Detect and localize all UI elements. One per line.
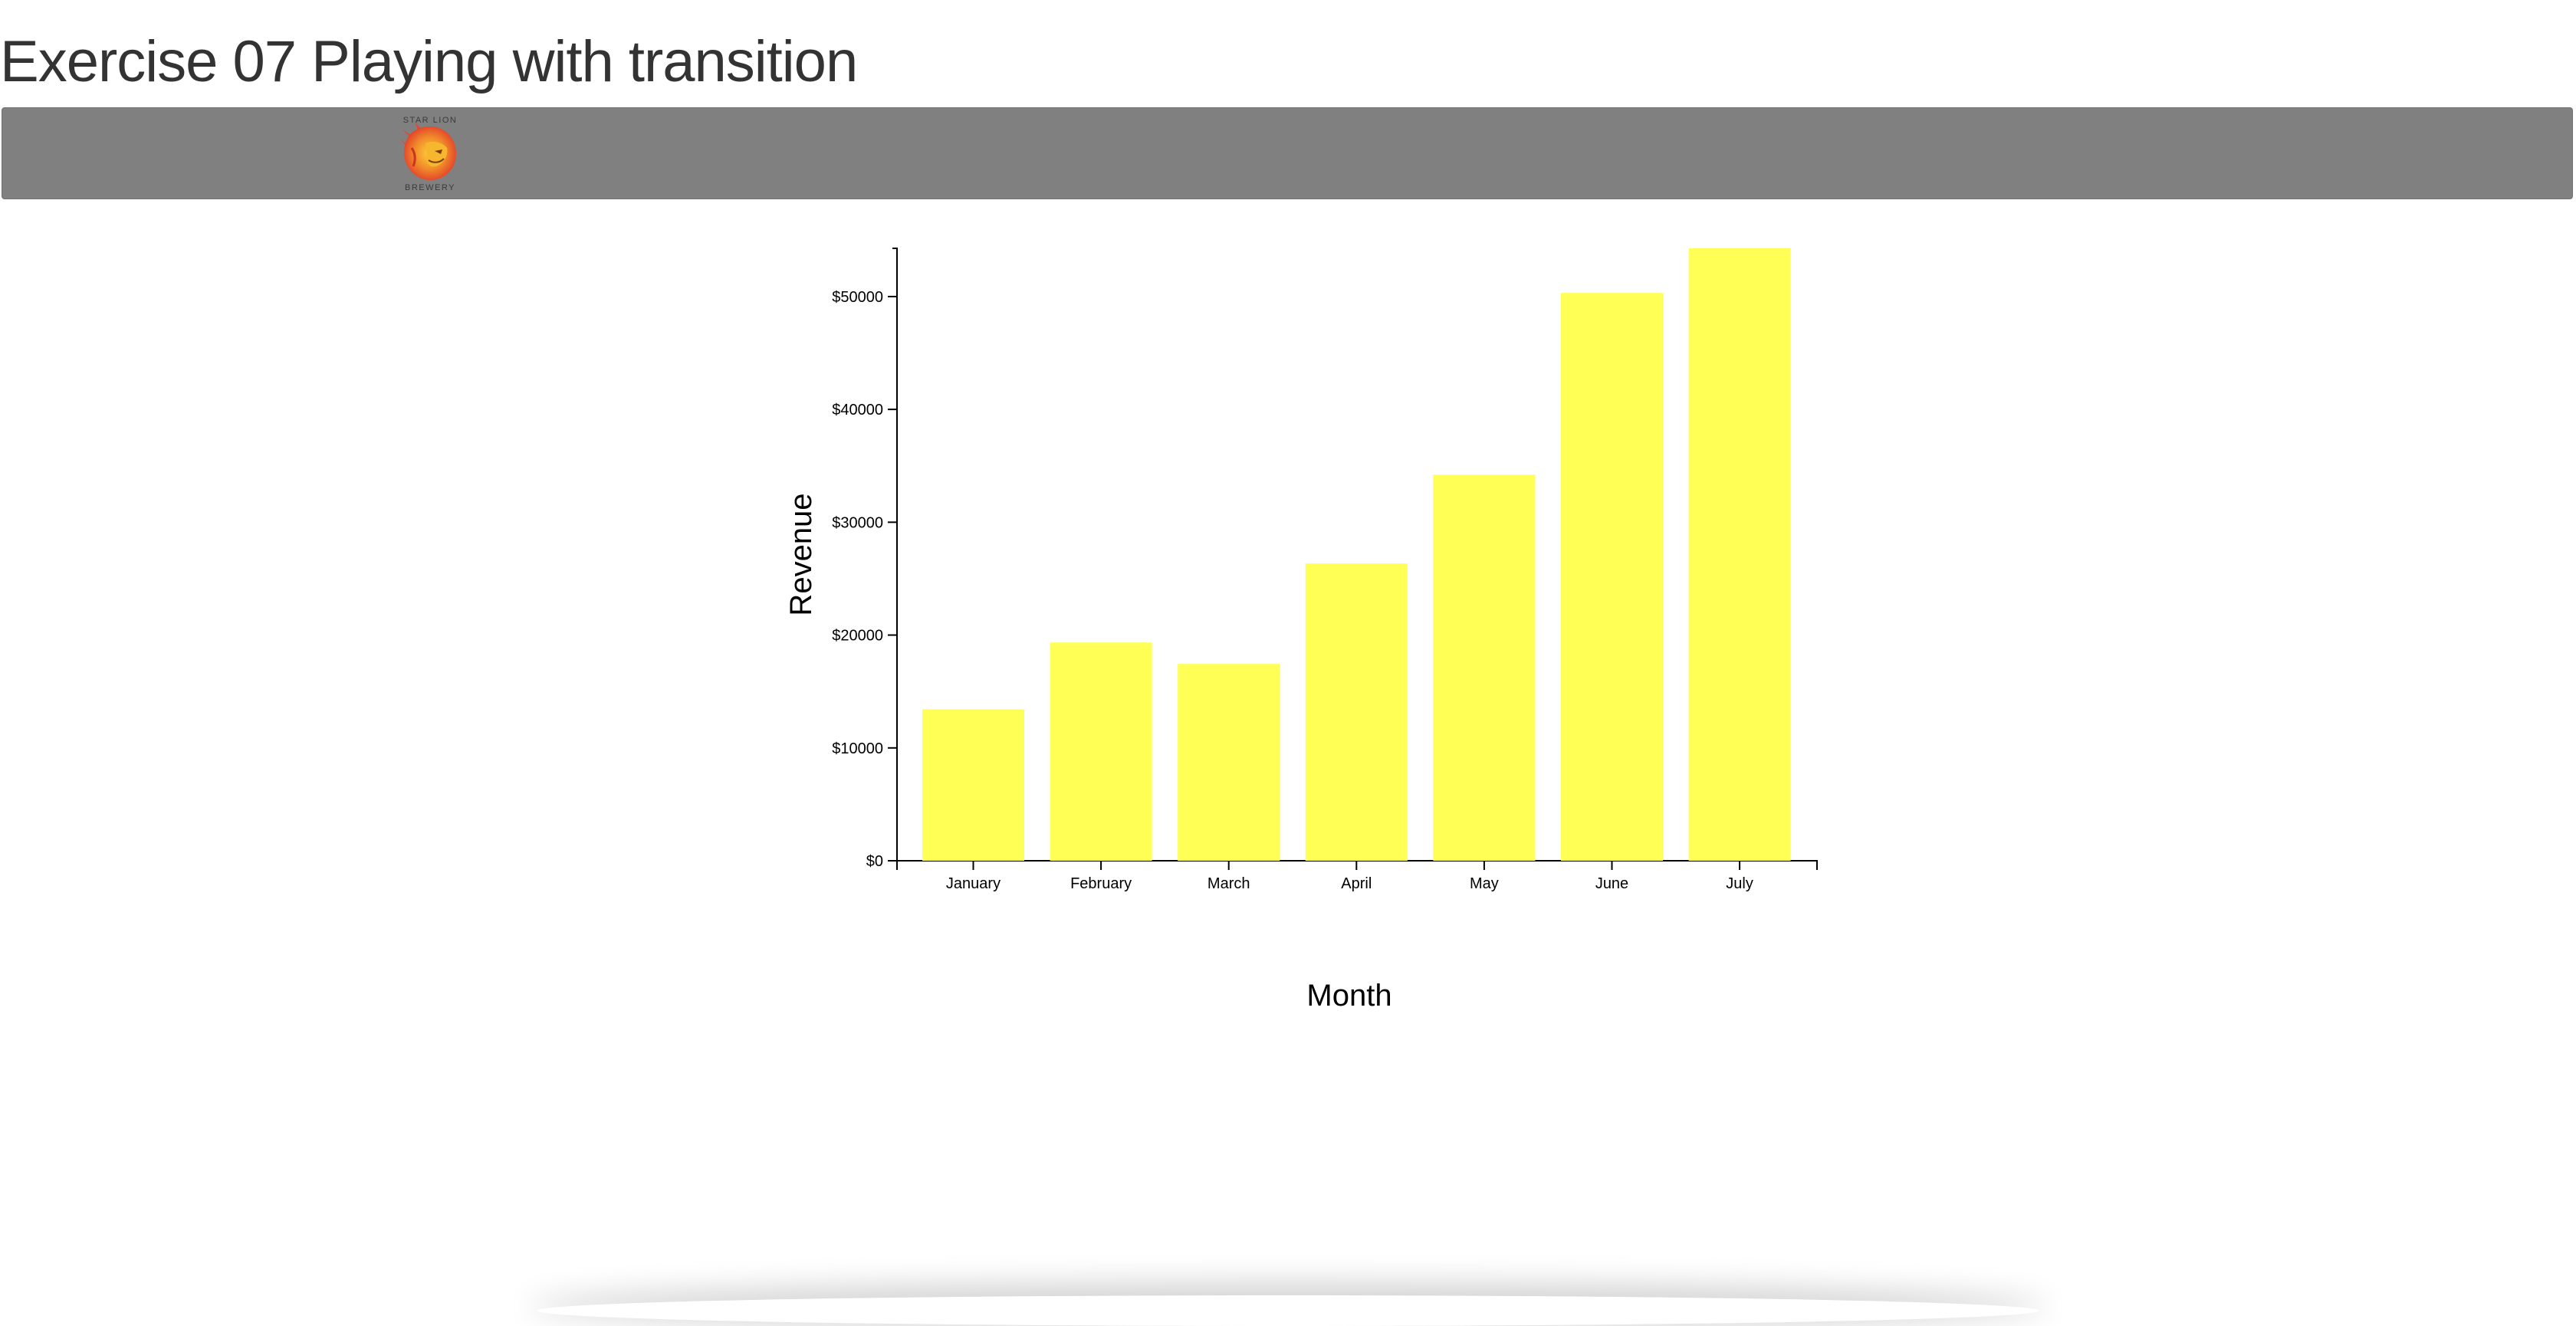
bar-july: [1688, 248, 1791, 861]
y-axis-line: [892, 248, 898, 862]
y-tick-label: $0: [866, 853, 883, 870]
y-tick-label: $10000: [832, 740, 883, 757]
page-title: Exercise 07 Playing with transition: [0, 29, 858, 94]
navbar: STAR LION BREWERY: [2, 107, 2573, 199]
x-axis-title: Month: [1306, 979, 1392, 1013]
bottom-shadow: [537, 1295, 2039, 1326]
y-axis-title: Revenue: [784, 493, 818, 615]
bar-february: [1050, 642, 1152, 861]
y-tick-label: $30000: [832, 514, 883, 531]
chart-svg: $0 $10000 $20000 $30000 $40000 $50000 January…: [784, 248, 1818, 1013]
bar-march: [1178, 664, 1280, 861]
revenue-chart: $0 $10000 $20000 $30000 $40000 $50000 January…: [736, 230, 1871, 1042]
bar-january: [922, 709, 1024, 861]
x-tick-label: January: [946, 875, 1001, 892]
x-tick-label: May: [1470, 875, 1499, 892]
y-tick-label: $20000: [832, 628, 883, 645]
x-tick-label: April: [1341, 875, 1372, 892]
lion-head-icon: STAR LION BREWERY: [399, 116, 458, 192]
bars-group: [922, 248, 1791, 862]
x-tick-label: July: [1726, 875, 1753, 892]
logo-text-bottom: BREWERY: [405, 183, 455, 192]
bar-april: [1305, 563, 1408, 861]
y-tick-label: $40000: [832, 402, 883, 418]
bar-may: [1433, 474, 1536, 861]
brand-logo[interactable]: STAR LION BREWERY: [395, 113, 465, 192]
y-tick-label: $50000: [832, 289, 883, 306]
x-axis: January February March April May June July: [896, 860, 1818, 892]
x-tick-label: June: [1595, 875, 1628, 892]
x-tick-label: March: [1208, 875, 1250, 892]
bar-june: [1561, 293, 1663, 862]
x-tick-label: February: [1070, 875, 1132, 892]
y-axis: $0 $10000 $20000 $30000 $40000 $50000: [832, 248, 898, 870]
logo-text-top: STAR LION: [403, 116, 458, 125]
